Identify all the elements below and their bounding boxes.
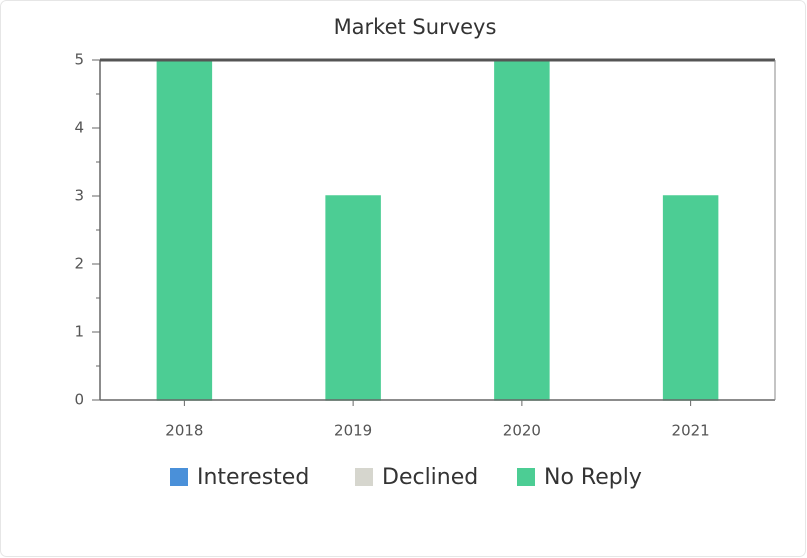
y-tick-label: 0 <box>74 391 84 409</box>
x-tick-label: 2020 <box>503 422 541 440</box>
x-tick-label: 2018 <box>165 422 203 440</box>
legend-swatch <box>170 468 188 486</box>
bar-segment <box>156 59 213 401</box>
y-tick-label: 5 <box>74 51 84 69</box>
y-tick-label: 4 <box>74 119 84 137</box>
y-tick-label: 1 <box>74 323 84 341</box>
x-tick-label: 2019 <box>334 422 372 440</box>
legend-swatch <box>517 468 535 486</box>
bar-segment <box>662 195 719 401</box>
legend-label: Declined <box>382 465 478 490</box>
x-tick-label: 2021 <box>672 422 710 440</box>
legend-label: Interested <box>197 465 309 490</box>
bar-segment <box>325 195 381 401</box>
legend-swatch <box>355 468 373 486</box>
y-tick-label: 2 <box>74 255 84 273</box>
y-tick-label: 3 <box>74 187 84 205</box>
chart-title: Market Surveys <box>334 15 497 39</box>
bar-segment <box>494 59 550 401</box>
legend-label: No Reply <box>544 465 642 490</box>
